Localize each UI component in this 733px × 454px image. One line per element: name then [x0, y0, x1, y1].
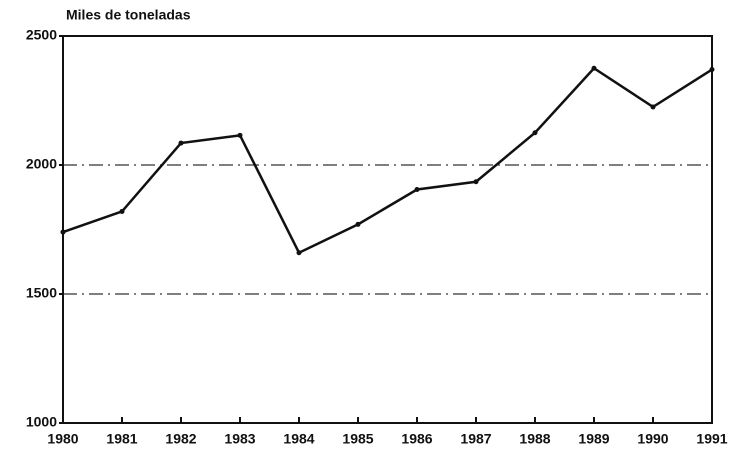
x-tick-label: 1980 [47, 431, 78, 447]
x-tick-label: 1981 [106, 431, 137, 447]
x-tick-label: 1991 [696, 431, 727, 447]
y-tick-label: 2000 [26, 156, 57, 172]
data-line [62, 66, 713, 255]
x-tick-label: 1982 [165, 431, 196, 447]
x-tick-label: 1989 [578, 431, 609, 447]
data-point [296, 250, 302, 256]
x-tick-label: 1985 [342, 431, 373, 447]
data-point [237, 132, 243, 138]
data-point [650, 104, 656, 110]
data-point [60, 229, 66, 235]
x-tick-label: 1984 [283, 431, 314, 447]
x-tick-label: 1988 [519, 431, 550, 447]
plot-frame [62, 35, 713, 424]
x-tick-label: 1990 [637, 431, 668, 447]
data-point [119, 208, 125, 214]
y-tick-label: 1000 [26, 414, 57, 430]
data-point [709, 67, 715, 73]
data-point [473, 179, 479, 185]
y-tick-label: 2500 [26, 27, 57, 43]
x-tick-label: 1983 [224, 431, 255, 447]
x-tick-label: 1986 [401, 431, 432, 447]
x-tick-label: 1987 [460, 431, 491, 447]
data-point [414, 187, 420, 193]
y-axis-label: Miles de toneladas [66, 7, 191, 23]
data-point [532, 130, 538, 136]
y-tick-label: 1500 [26, 285, 57, 301]
data-point [355, 221, 361, 227]
data-point [178, 140, 184, 146]
data-point [591, 65, 597, 71]
